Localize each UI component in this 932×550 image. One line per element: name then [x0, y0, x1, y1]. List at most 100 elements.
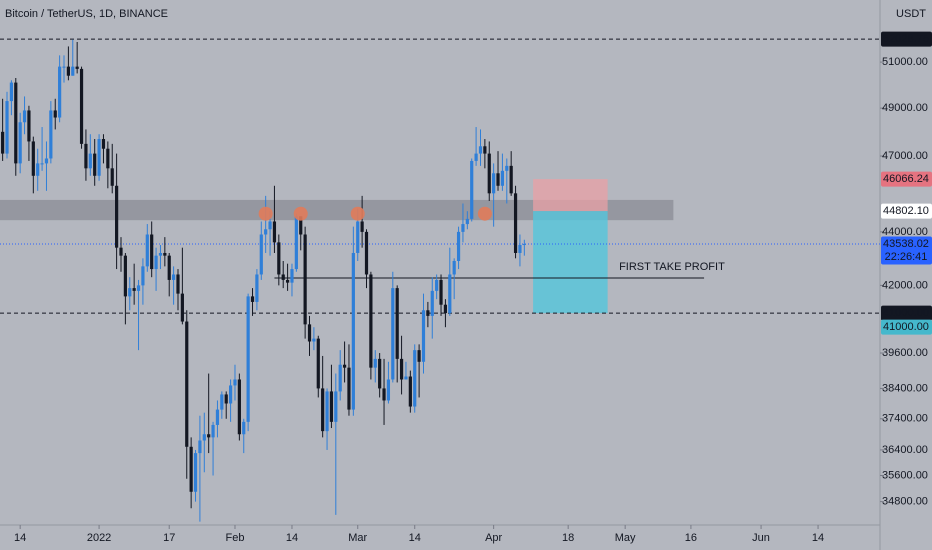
candle-body: [246, 296, 250, 422]
marker: [350, 206, 365, 221]
price-label-box: [881, 203, 932, 219]
candle-body: [158, 252, 163, 256]
candle-body: [513, 193, 518, 253]
candle-body: [1, 131, 5, 154]
candle-body: [202, 434, 206, 441]
candle-body: [404, 376, 408, 380]
candle-body: [250, 296, 255, 302]
candle-body: [487, 153, 491, 194]
x-tick-label: Apr: [485, 532, 502, 544]
y-tick-label: 35600.00: [882, 469, 928, 481]
candle-body: [27, 110, 31, 142]
candle-body: [399, 358, 404, 380]
candle-body: [49, 110, 53, 159]
candle-body: [44, 158, 49, 164]
candle-body: [18, 122, 22, 164]
candle-body: [364, 231, 369, 275]
candle-body: [465, 218, 469, 225]
candle-body: [285, 279, 290, 283]
candle-body: [316, 338, 320, 389]
chart-title: Bitcoin / TetherUS, 1D, BINANCE: [5, 8, 168, 20]
y-tick-label: 34800.00: [882, 496, 928, 508]
candle-body: [426, 310, 430, 316]
candle-body: [14, 82, 18, 164]
countdown-label: 22:26:41: [885, 251, 928, 263]
candle-body: [53, 110, 57, 118]
y-tick-label: 44000.00: [882, 226, 928, 238]
candle-body: [101, 139, 106, 149]
candle-body: [391, 288, 395, 380]
price-label-box: [881, 305, 932, 321]
candle-body: [97, 139, 101, 176]
candle-body: [115, 185, 119, 248]
candle-body: [259, 234, 263, 275]
candle-body: [505, 165, 509, 171]
x-tick-label: Feb: [225, 532, 244, 544]
marker: [293, 206, 308, 221]
candle-body: [452, 260, 456, 275]
candle-body: [185, 321, 189, 447]
x-tick-label: Jun: [752, 532, 770, 544]
target-zone: [533, 211, 608, 314]
candle-body: [84, 143, 88, 169]
x-tick-label: 14: [14, 532, 26, 544]
candle-body: [167, 255, 171, 280]
candle-body: [237, 379, 241, 435]
candle-body: [483, 146, 487, 154]
candle-body: [294, 216, 298, 270]
candle-body: [180, 293, 184, 322]
candle-body: [163, 252, 167, 256]
candle-body: [198, 440, 202, 454]
price-label: 46066.24: [883, 173, 929, 185]
candle-body: [193, 453, 198, 492]
candle-body: [461, 224, 465, 232]
candle-body: [347, 367, 351, 410]
candle-body: [325, 391, 329, 432]
candle-body: [369, 274, 373, 368]
marker: [477, 206, 492, 221]
candle-body: [264, 229, 268, 235]
y-tick-label: 38400.00: [882, 382, 928, 394]
candle-body: [421, 310, 426, 362]
candle-body: [66, 66, 70, 76]
candle-body: [395, 288, 399, 359]
candle-body: [150, 234, 154, 270]
marker: [258, 206, 273, 221]
x-tick-label: 14: [812, 532, 824, 544]
candle-body: [492, 173, 496, 194]
candle-body: [123, 255, 127, 297]
candle-body: [321, 388, 325, 432]
candle-body: [62, 66, 66, 68]
candle-body: [211, 424, 215, 438]
candle-body: [145, 234, 149, 267]
candle-body: [172, 274, 176, 280]
candle-body: [299, 216, 303, 235]
candle-body: [75, 66, 79, 69]
y-tick-label: 37400.00: [882, 413, 928, 425]
y-tick-label: 42000.00: [882, 279, 928, 291]
candle-body: [207, 434, 211, 438]
candle-body: [408, 376, 412, 407]
candle-body: [228, 385, 233, 404]
last-price-label: 43538.02: [883, 238, 929, 250]
x-tick-label: 17: [163, 532, 175, 544]
candle-body: [93, 153, 97, 176]
y-tick-label: 49000.00: [882, 102, 928, 114]
candle-body: [5, 101, 9, 154]
candle-body: [518, 245, 522, 253]
candle-body: [356, 221, 360, 253]
candle-body: [128, 288, 132, 297]
currency-label: USDT: [896, 8, 926, 20]
candle-body: [58, 66, 62, 118]
y-tick-label: 47000.00: [882, 150, 928, 162]
candle-body: [290, 269, 294, 283]
candle-body: [443, 304, 448, 314]
candle-body: [378, 358, 382, 389]
take-profit-text: FIRST TAKE PROFIT: [619, 261, 725, 273]
candle-body: [79, 68, 84, 144]
candle-body: [220, 394, 224, 410]
price-label: 44802.10: [883, 205, 929, 217]
candle-body: [360, 221, 364, 232]
